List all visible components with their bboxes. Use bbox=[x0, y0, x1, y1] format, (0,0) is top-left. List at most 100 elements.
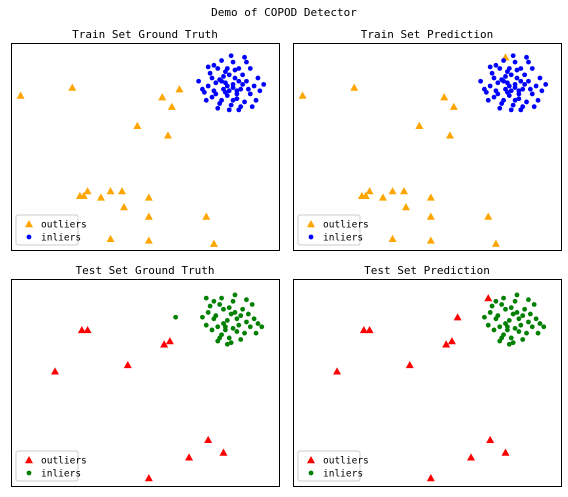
data-point-outliers bbox=[163, 131, 172, 139]
data-point-outliers bbox=[167, 102, 176, 110]
data-point-outliers bbox=[165, 337, 174, 345]
data-point-inliers bbox=[249, 302, 255, 307]
data-point-inliers bbox=[205, 83, 211, 89]
data-point-outliers bbox=[426, 193, 435, 201]
data-point-inliers bbox=[226, 335, 232, 341]
data-point-inliers bbox=[491, 94, 497, 100]
data-point-outliers bbox=[106, 187, 115, 195]
data-point-inliers bbox=[221, 74, 226, 79]
data-point-inliers bbox=[505, 327, 510, 333]
data-point-outliers bbox=[426, 474, 435, 482]
legend-label-outliers: outliers bbox=[41, 220, 87, 231]
data-point-inliers bbox=[506, 318, 512, 323]
data-point-inliers bbox=[493, 298, 499, 304]
data-point-inliers bbox=[543, 82, 549, 87]
data-point-outliers bbox=[467, 453, 476, 461]
data-point-inliers bbox=[244, 319, 249, 325]
data-point-inliers bbox=[242, 54, 247, 60]
data-point-outliers bbox=[453, 313, 462, 321]
data-point-outliers bbox=[202, 212, 211, 220]
data-point-inliers bbox=[520, 337, 526, 342]
data-point-outliers bbox=[491, 239, 500, 247]
legend-label-outliers: outliers bbox=[41, 456, 87, 467]
data-point-inliers bbox=[236, 66, 242, 71]
data-point-inliers bbox=[503, 306, 508, 312]
data-point-inliers bbox=[232, 310, 238, 315]
data-point-inliers bbox=[478, 78, 483, 84]
data-point-outliers bbox=[185, 453, 194, 461]
axes-frame bbox=[293, 43, 562, 251]
data-point-outliers bbox=[333, 367, 342, 375]
data-point-inliers bbox=[249, 104, 255, 110]
data-point-inliers bbox=[503, 321, 508, 326]
data-point-inliers bbox=[508, 335, 514, 341]
figure-suptitle: Demo of COPOD Detector bbox=[211, 6, 357, 19]
data-point-inliers bbox=[228, 311, 234, 317]
data-point-inliers bbox=[236, 78, 242, 84]
data-point-inliers bbox=[485, 97, 491, 103]
data-point-inliers bbox=[485, 322, 491, 328]
data-point-inliers bbox=[207, 303, 213, 309]
data-point-inliers bbox=[501, 78, 506, 84]
data-point-outliers bbox=[144, 193, 153, 201]
data-point-inliers bbox=[489, 303, 495, 309]
data-point-outliers bbox=[204, 435, 213, 444]
data-point-inliers bbox=[221, 86, 226, 92]
data-point-inliers bbox=[244, 297, 249, 303]
axes-frame bbox=[293, 279, 562, 487]
data-point-outliers bbox=[123, 360, 132, 369]
data-point-inliers bbox=[253, 97, 259, 103]
data-point-inliers bbox=[510, 53, 516, 59]
data-point-inliers bbox=[527, 311, 533, 317]
data-point-inliers bbox=[230, 325, 236, 331]
data-point-outliers bbox=[388, 234, 397, 243]
data-point-outliers bbox=[484, 212, 493, 220]
data-point-inliers bbox=[253, 330, 259, 336]
data-point-inliers bbox=[510, 311, 516, 317]
data-point-inliers bbox=[245, 86, 251, 92]
data-point-outliers bbox=[405, 360, 414, 369]
legend-label-outliers: outliers bbox=[323, 220, 369, 231]
data-point-inliers bbox=[255, 321, 261, 326]
data-point-inliers bbox=[512, 59, 518, 65]
data-point-inliers bbox=[240, 72, 246, 78]
data-point-inliers bbox=[173, 314, 179, 320]
data-point-inliers bbox=[529, 91, 535, 97]
series-outliers bbox=[51, 325, 228, 482]
data-point-inliers bbox=[232, 75, 238, 81]
data-point-inliers bbox=[205, 64, 211, 70]
data-point-outliers bbox=[144, 236, 153, 244]
data-point-inliers bbox=[520, 313, 526, 319]
data-point-inliers bbox=[487, 64, 493, 70]
data-point-inliers bbox=[506, 341, 512, 347]
legend-box bbox=[297, 450, 361, 482]
series-inliers bbox=[478, 53, 549, 113]
data-point-inliers bbox=[512, 325, 518, 331]
data-point-outliers bbox=[401, 203, 410, 211]
data-point-inliers bbox=[238, 337, 244, 342]
data-point-inliers bbox=[209, 75, 215, 81]
data-point-inliers bbox=[223, 327, 228, 333]
subplot-train-set-prediction: Train Set Prediction outliers inliers bbox=[293, 28, 562, 251]
data-point-inliers bbox=[524, 54, 529, 60]
data-point-inliers bbox=[209, 327, 215, 333]
data-point-inliers bbox=[510, 340, 516, 346]
data-point-inliers bbox=[215, 324, 221, 330]
data-point-inliers bbox=[539, 88, 545, 94]
data-point-inliers bbox=[499, 101, 505, 106]
data-point-inliers bbox=[217, 335, 223, 341]
data-point-inliers bbox=[508, 107, 514, 113]
data-point-outliers bbox=[219, 448, 228, 456]
data-point-inliers bbox=[531, 104, 537, 110]
data-point-inliers bbox=[219, 58, 224, 63]
data-point-inliers bbox=[247, 324, 253, 330]
data-point-inliers bbox=[242, 99, 247, 105]
subplot-test-set-ground-truth: Test Set Ground Truth outliers inliers bbox=[11, 264, 280, 487]
data-point-inliers bbox=[497, 66, 503, 71]
data-point-inliers bbox=[232, 292, 238, 298]
legend-label-outliers: outliers bbox=[323, 456, 369, 467]
data-point-inliers bbox=[200, 314, 205, 320]
data-point-inliers bbox=[505, 69, 510, 75]
data-point-inliers bbox=[506, 93, 512, 98]
